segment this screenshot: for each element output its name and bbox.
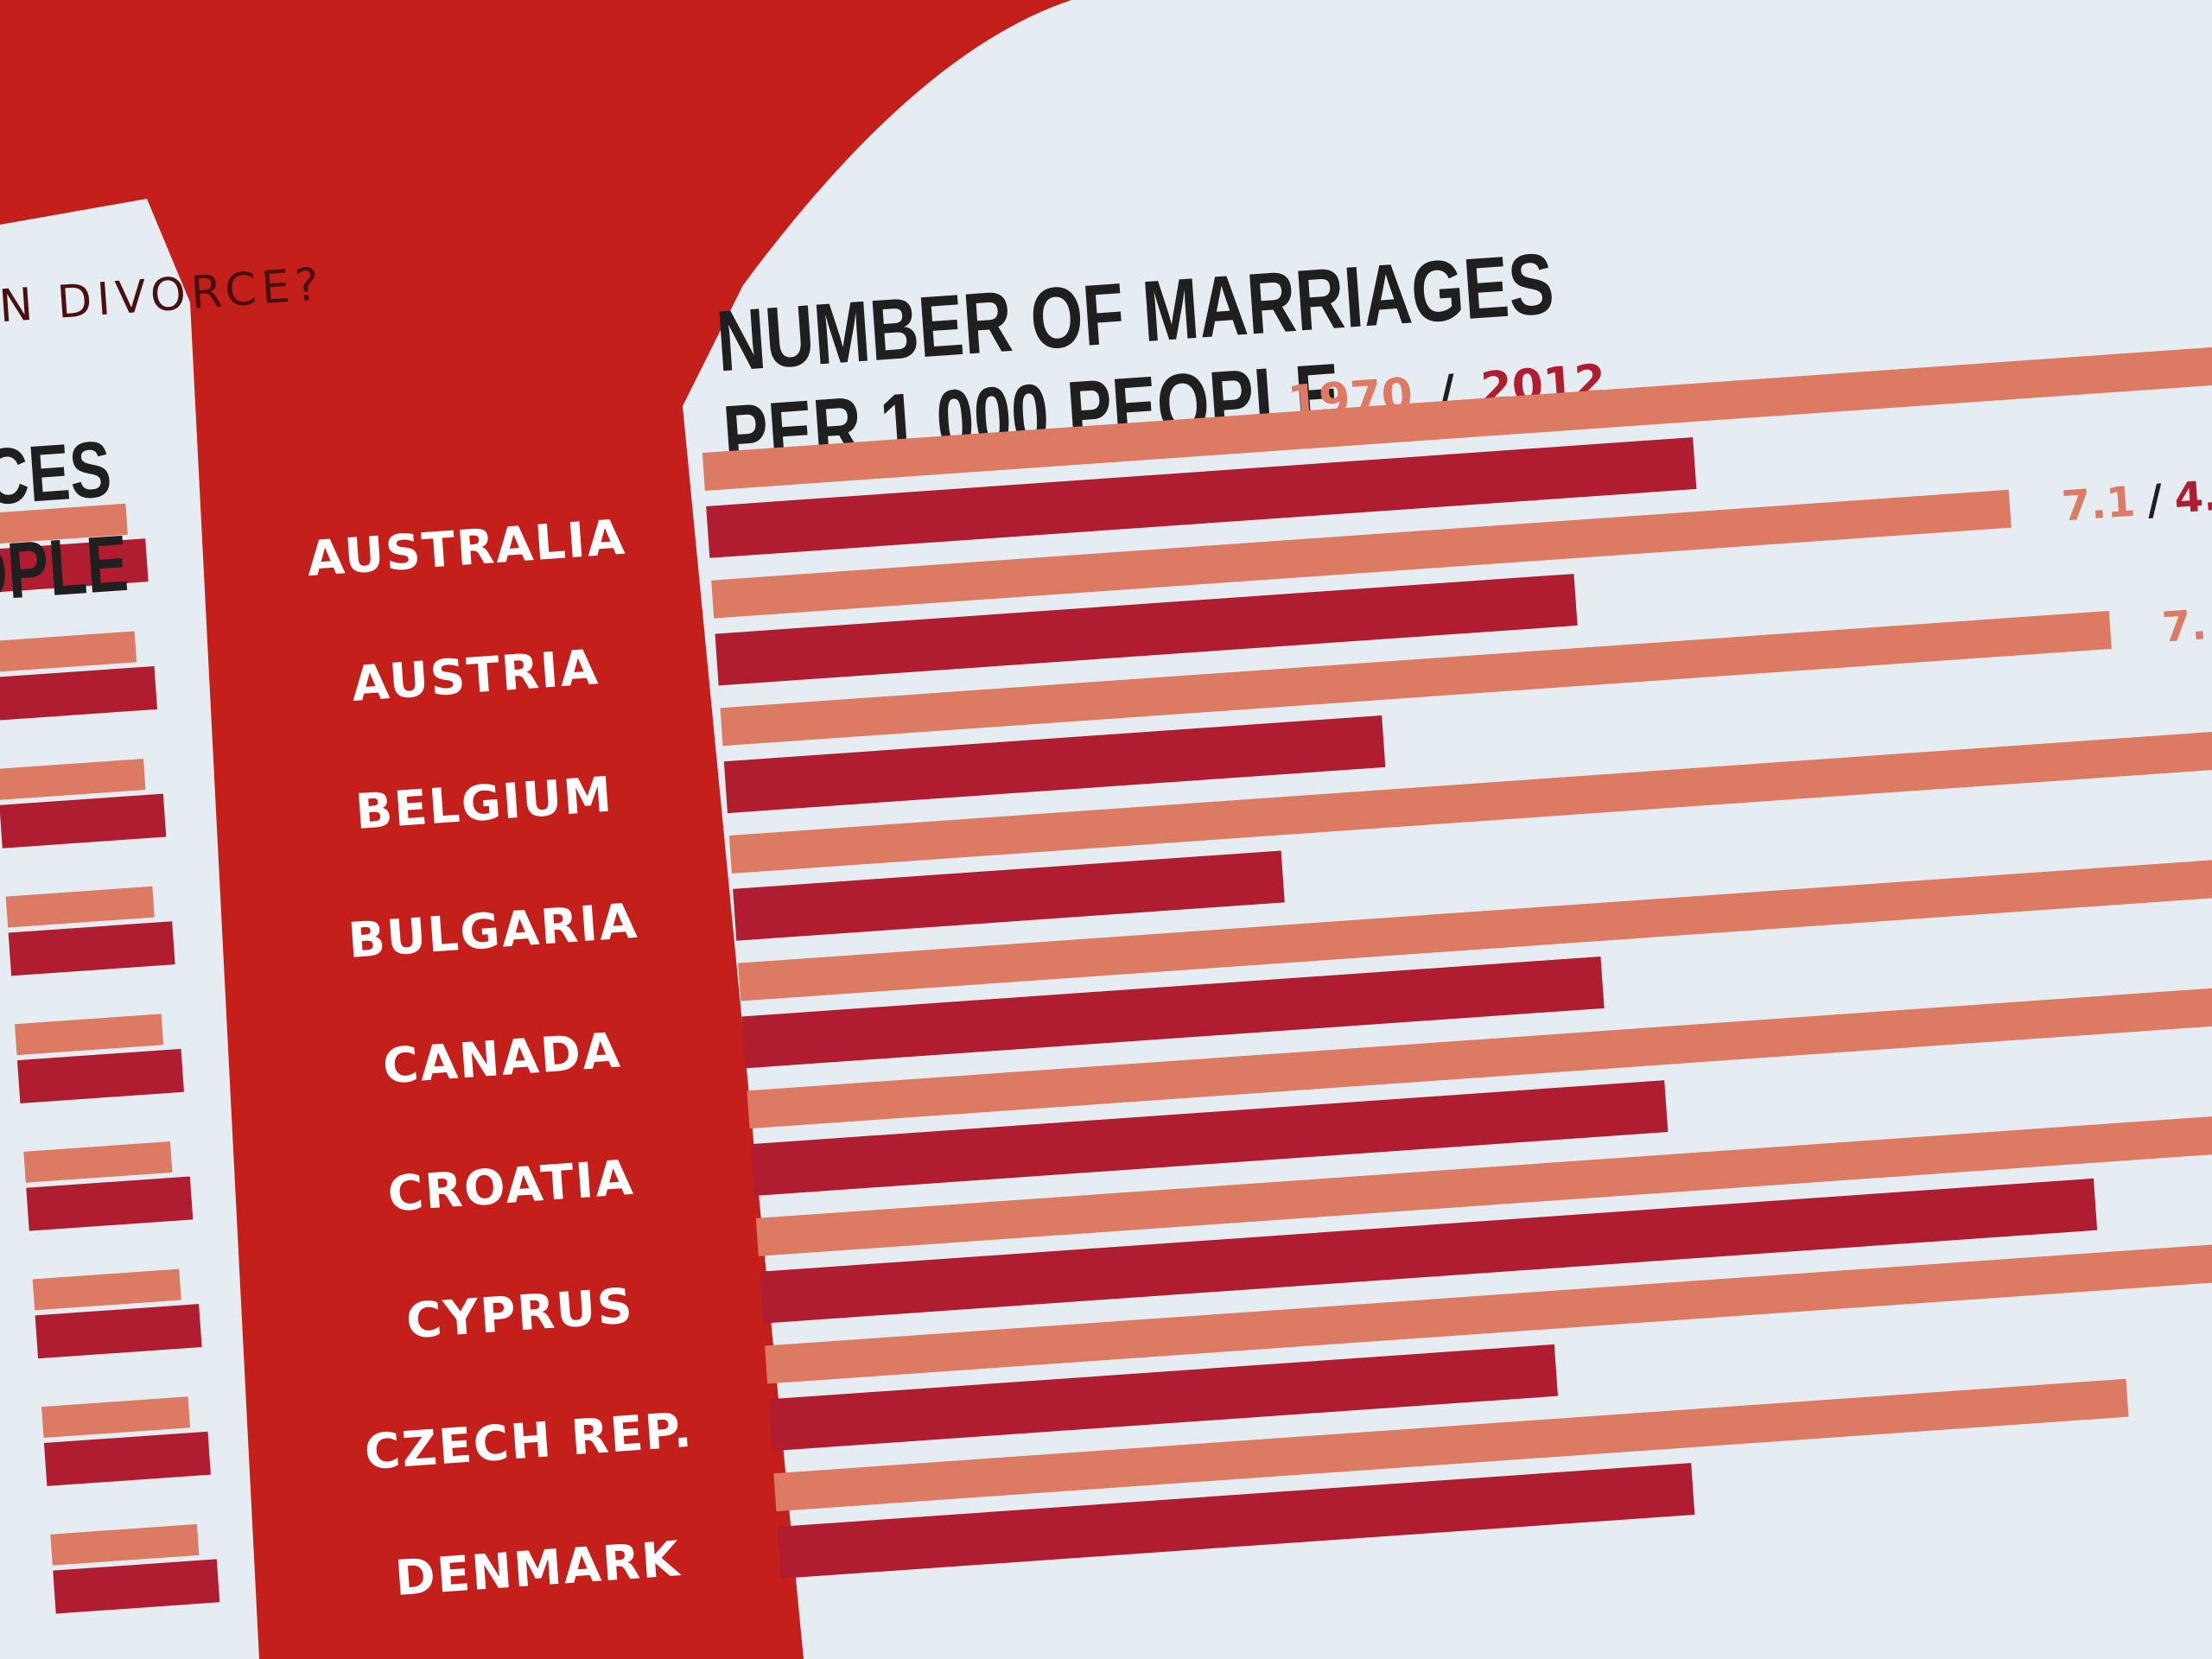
divorce-bar-2012 — [26, 1176, 194, 1231]
divorce-bar-2012 — [0, 793, 167, 849]
value-1970: 7. — [2160, 601, 2208, 652]
bar-2012-australia — [706, 437, 1697, 558]
divorce-bar-1970 — [41, 1396, 191, 1439]
divorce-bar-1970 — [0, 759, 146, 800]
divorce-bar-2012 — [43, 1431, 211, 1486]
value-separator: / — [2145, 475, 2164, 524]
bar-1970-canada — [738, 850, 2212, 1001]
value-labels: 7.1/4. 7. — [2060, 472, 2212, 652]
divorces-title-line2: EOPLE — [0, 518, 130, 621]
bar-2012-canada — [741, 956, 1605, 1069]
divorce-bar-1970 — [5, 886, 155, 928]
bar-1970-belgium — [720, 610, 2112, 747]
bar-2012-austria — [715, 574, 1578, 686]
bar-2012-croatia — [750, 1080, 1669, 1196]
bar-1970-cyprus — [755, 1108, 2212, 1256]
marriage-bars — [702, 334, 2212, 1579]
divorce-bar-1970 — [50, 1523, 200, 1566]
divorce-bar-1970 — [32, 1268, 181, 1311]
bar-2012-bulgaria — [733, 850, 1285, 941]
bar-1970-austria — [711, 489, 2012, 619]
bar-1970-croatia — [747, 982, 2212, 1129]
bar-1970-denmark — [773, 1378, 2129, 1512]
value-2012: 4. — [2173, 472, 2212, 523]
divorce-bar-2012 — [35, 1304, 202, 1359]
bar-2012-cyprus — [760, 1178, 2098, 1324]
divorces-title-line1: RCES — [0, 424, 114, 524]
value-1970: 7.1 — [2060, 478, 2137, 531]
bar-2012-czech-rep- — [768, 1344, 1558, 1452]
bar-2012-belgium — [723, 715, 1386, 814]
bar-1970-bulgaria — [728, 725, 2212, 874]
divorce-bar-1970 — [0, 503, 128, 545]
bar-1970-australia — [702, 334, 2212, 491]
divorce-bar-2012 — [0, 538, 149, 594]
value-label: 7. — [2160, 601, 2208, 652]
divorce-bar-2012 — [53, 1559, 220, 1614]
bar-1970-czech-rep- — [765, 1228, 2212, 1384]
divorce-bar-1970 — [0, 631, 137, 673]
divorce-bar-2012 — [8, 921, 175, 976]
divorce-bar-2012 — [0, 665, 157, 721]
divorce-bar-1970 — [23, 1141, 173, 1183]
divorce-bar-2012 — [16, 1048, 184, 1103]
divorces-bars — [0, 503, 220, 1614]
bar-2012-denmark — [777, 1463, 1695, 1579]
divorce-bar-1970 — [15, 1014, 164, 1056]
value-label: 7.1/4. — [2060, 472, 2212, 531]
